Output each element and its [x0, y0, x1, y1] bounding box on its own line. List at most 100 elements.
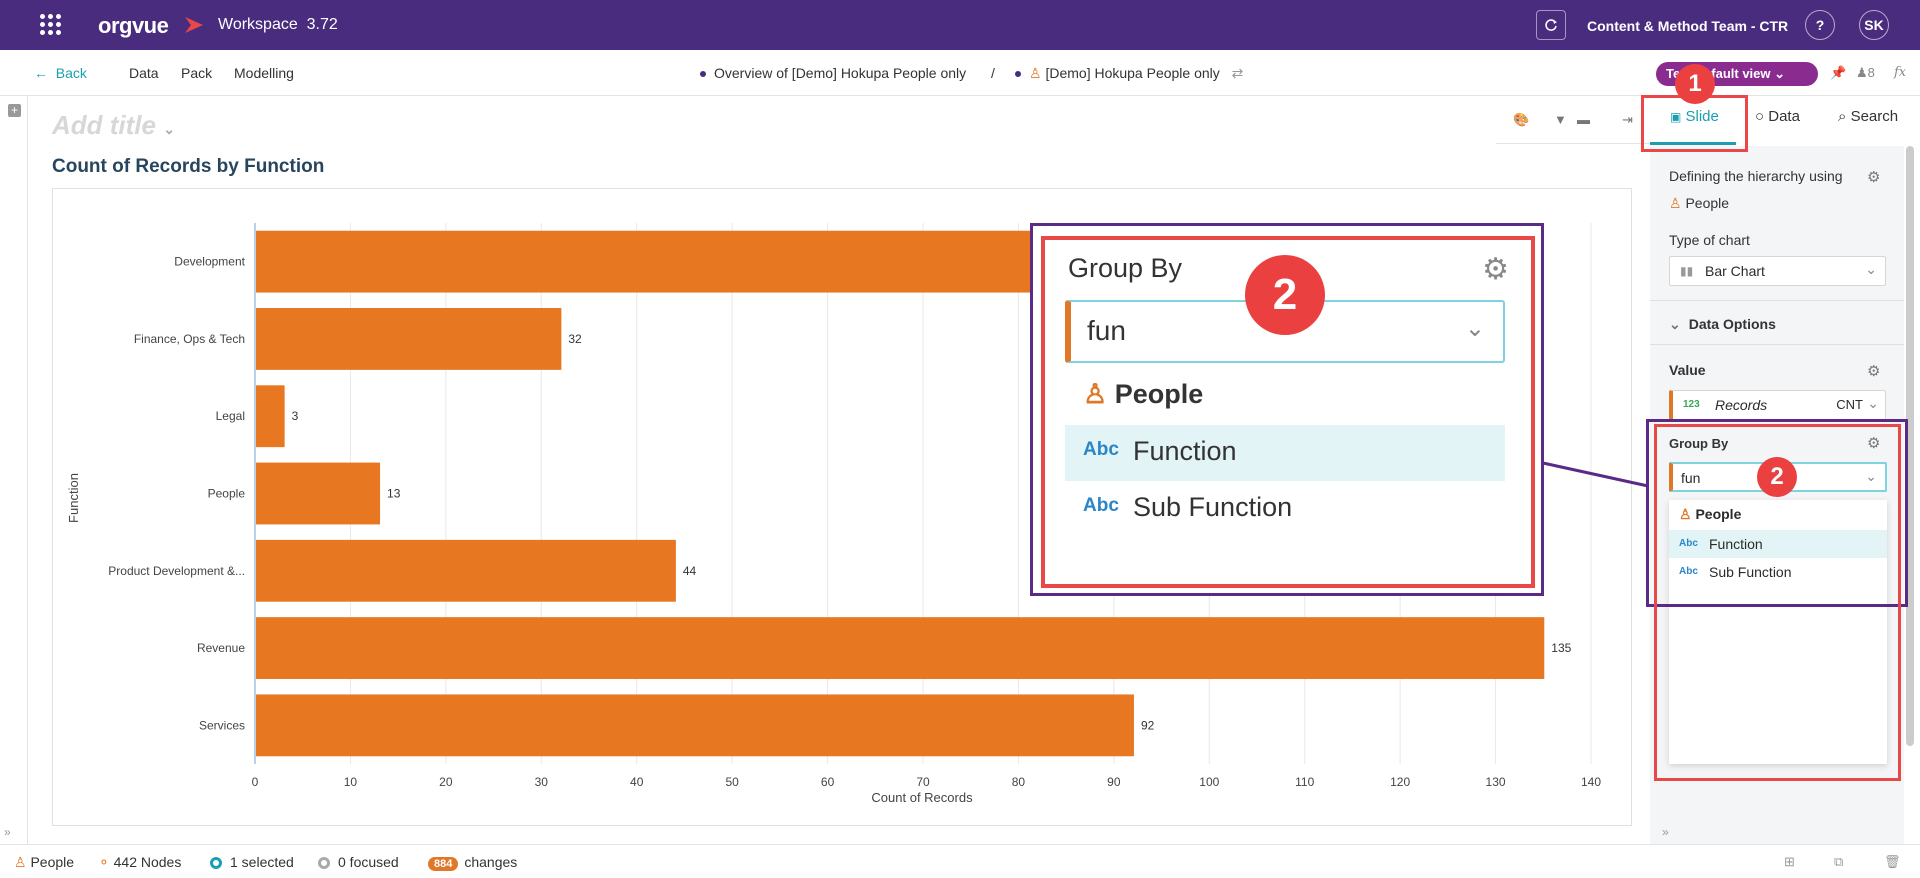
status-changes-label: changes	[464, 854, 518, 870]
y-axis-label: Function	[66, 473, 81, 523]
delete-icon[interactable]: 🗑	[1884, 854, 1901, 869]
tab-slide[interactable]: ▣ Slide	[1670, 108, 1719, 125]
x-tick-label: 30	[535, 775, 549, 789]
divider	[1650, 300, 1904, 301]
formula-icon[interactable]: fx	[1894, 65, 1907, 80]
nav-bar: ← Back Data Pack Modelling Overview of […	[0, 50, 1920, 96]
add-title-text: Add title	[52, 110, 156, 140]
help-button[interactable]: ?	[1805, 10, 1835, 40]
bar[interactable]	[256, 694, 1134, 757]
tab-search[interactable]: ⌕ Search	[1838, 108, 1898, 125]
dropdown-option-function[interactable]: Abc Function	[1669, 530, 1887, 558]
status-selected-label: 1 selected	[230, 854, 294, 870]
filter-icon[interactable]: ▼	[1554, 112, 1567, 127]
bar-chart-icon: ▮▮	[1680, 264, 1694, 278]
expand-right-icon[interactable]: »	[1662, 825, 1669, 839]
abc-type-icon: Abc	[1679, 566, 1698, 577]
team-name[interactable]: Content & Method Team - CTR	[1587, 18, 1789, 34]
top-bar: orgvue Workspace 3.72 Content & Method T…	[0, 0, 1920, 50]
gear-icon[interactable]: ⚙	[1867, 363, 1881, 380]
zoom-highlight-box: Group By ⚙ fun ⌄ ♙ People Abc Function A…	[1041, 236, 1535, 588]
zoom-option-label: Sub Function	[1133, 492, 1293, 522]
bar-chart: 0 10 20 30 40 50 60 70 80 90 100 110 120 130 140 Develo…	[66, 223, 1601, 805]
person-icon: ♙	[14, 854, 27, 870]
back-button[interactable]: ← Back	[34, 65, 87, 81]
y-tick-label: Finance, Ops & Tech	[134, 332, 245, 346]
group-by-label: Group By	[1669, 436, 1729, 451]
logo-arrow-icon	[185, 17, 203, 33]
add-slide-icon[interactable]: +	[8, 104, 21, 117]
value-field[interactable]: 123 Records CNT ⌄	[1669, 390, 1886, 420]
users-count[interactable]: ♟8	[1856, 65, 1875, 81]
bar-value-label: 135	[1551, 641, 1571, 655]
dropdown-header: ♙ People	[1679, 506, 1741, 523]
nav-data[interactable]: Data	[129, 65, 159, 81]
x-tick-label: 70	[916, 775, 930, 789]
bar[interactable]	[256, 617, 1545, 679]
nav-pack[interactable]: Pack	[181, 65, 213, 81]
zoom-dropdown: ♙ People Abc Function Abc Sub Function	[1065, 365, 1510, 583]
bar[interactable]	[256, 385, 285, 448]
status-dataset[interactable]: ♙ People	[14, 854, 74, 871]
copy-icon[interactable]: ⧉	[1834, 854, 1844, 869]
user-avatar[interactable]: SK	[1859, 10, 1889, 40]
slide-icon: ▣	[1670, 110, 1682, 124]
bar-value-label: 92	[1141, 718, 1155, 732]
gear-icon[interactable]: ⚙	[1867, 435, 1881, 452]
zoom-option-sub-function[interactable]: Abc Sub Function	[1065, 481, 1505, 537]
x-tick-label: 10	[344, 775, 358, 789]
status-selected[interactable]: 1 selected	[210, 854, 294, 870]
expand-left-icon[interactable]: »	[4, 825, 11, 839]
chevron-down-icon: ⌄	[1669, 316, 1681, 332]
breadcrumb-separator: /	[991, 65, 995, 81]
add-title-placeholder[interactable]: Add title ⌄	[52, 110, 175, 141]
x-tick-label: 80	[1012, 775, 1026, 789]
comment-icon[interactable]: ▬	[1577, 112, 1590, 127]
value-field-name: Records	[1715, 397, 1768, 413]
bar[interactable]	[256, 539, 676, 602]
status-nodes[interactable]: ⚬ 442 Nodes	[98, 854, 181, 871]
back-label: Back	[55, 65, 87, 81]
crumb-overview-label: Overview of [Demo] Hokupa People only	[714, 65, 967, 81]
palette-icon[interactable]: 🎨	[1513, 112, 1530, 127]
chart-type-select[interactable]: ▮▮ Bar Chart ⌄	[1669, 256, 1886, 286]
dropdown-option-sub-function[interactable]: Abc Sub Function	[1669, 558, 1887, 586]
hierarchy-label: Defining the hierarchy using	[1669, 168, 1843, 184]
data-options-toggle[interactable]: ⌄ Data Options	[1669, 316, 1776, 333]
divider	[1650, 344, 1904, 345]
status-focused[interactable]: 0 focused	[318, 854, 399, 870]
step-marker-2-small: 2	[1757, 457, 1797, 497]
breadcrumb-dataset[interactable]: ♙ [Demo] Hokupa People only ⇄	[1015, 65, 1243, 82]
bar-value-label: 32	[568, 332, 582, 346]
tab-data[interactable]: ○ Data	[1755, 108, 1800, 125]
breadcrumb-overview[interactable]: Overview of [Demo] Hokupa People only	[700, 65, 966, 81]
status-changes[interactable]: 884 changes	[428, 854, 517, 871]
status-dataset-label: People	[30, 854, 75, 870]
tab-slide-label: Slide	[1685, 108, 1719, 125]
bar[interactable]	[256, 308, 562, 370]
x-tick-label: 0	[252, 775, 259, 789]
x-tick-label: 120	[1390, 775, 1410, 789]
bar[interactable]	[256, 462, 381, 525]
bar[interactable]	[256, 230, 1031, 293]
pin-icon[interactable]: 📌	[1830, 65, 1847, 80]
sync-icon[interactable]: ⇄	[1231, 65, 1244, 81]
refresh-button[interactable]	[1536, 10, 1566, 40]
export-icon[interactable]: ⇥	[1622, 112, 1633, 127]
nav-modelling[interactable]: Modelling	[234, 65, 294, 81]
gear-icon[interactable]: ⚙	[1867, 169, 1881, 186]
chevron-down-icon: ⌄	[1774, 66, 1786, 81]
hierarchy-value[interactable]: ♙ People	[1669, 195, 1729, 212]
value-aggregation[interactable]: CNT	[1836, 397, 1863, 412]
x-tick-label: 110	[1295, 775, 1314, 789]
add-icon[interactable]: ⊞	[1784, 854, 1795, 869]
panel-scrollbar[interactable]	[1906, 146, 1914, 746]
arrow-left-icon: ←	[34, 65, 48, 81]
app-grid-icon[interactable]	[40, 14, 62, 36]
x-axis-label: Count of Records	[871, 790, 973, 805]
person-icon: ♙	[1083, 379, 1108, 409]
y-tick-label: Legal	[216, 409, 245, 423]
changes-badge: 884	[428, 857, 459, 871]
chart-bars	[256, 230, 1545, 757]
zoom-option-function[interactable]: Abc Function	[1065, 425, 1505, 481]
